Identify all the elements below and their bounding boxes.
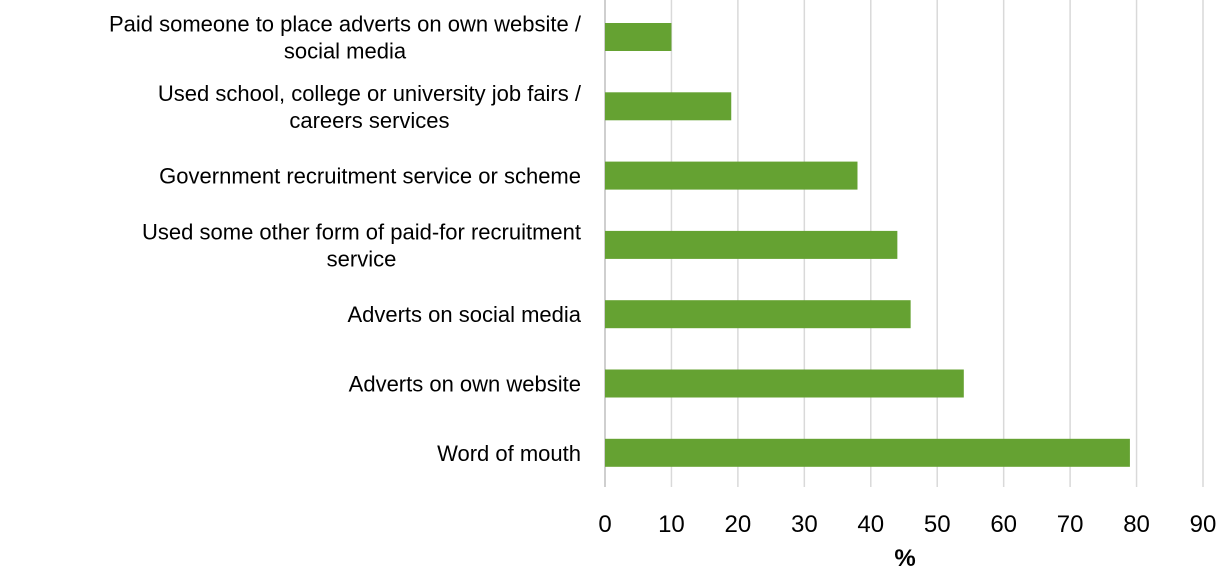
bar — [605, 161, 858, 190]
bar — [605, 369, 964, 398]
category-label-line: service — [327, 246, 397, 271]
category-label: Used school, college or university job f… — [158, 81, 582, 133]
x-tick-label: 0 — [598, 511, 611, 538]
x-tick-labels: 0 10 20 30 40 50 60 70 80 90 — [598, 511, 1216, 538]
x-tick-label: 50 — [924, 511, 951, 538]
category-label-line: Used some other form of paid-for recruit… — [142, 219, 581, 244]
bar — [605, 92, 732, 121]
category-label-line: Used school, college or university job f… — [158, 81, 582, 106]
x-tick-label: 10 — [658, 511, 685, 538]
category-label: Adverts on own website — [349, 372, 581, 397]
category-label: Government recruitment service or scheme — [159, 164, 581, 189]
category-labels: Paid someone to place adverts on own web… — [109, 12, 582, 466]
x-tick-label: 30 — [791, 511, 818, 538]
x-tick-label: 90 — [1190, 511, 1217, 538]
x-tick-label: 40 — [857, 511, 884, 538]
bar — [605, 438, 1130, 467]
category-label-line: social media — [284, 39, 407, 64]
category-label: Used some other form of paid-for recruit… — [142, 219, 581, 271]
category-label-line: careers services — [289, 108, 449, 133]
category-label: Adverts on social media — [347, 302, 581, 327]
x-tick-label: 70 — [1057, 511, 1084, 538]
x-tick-label: 80 — [1123, 511, 1150, 538]
x-tick-label: 60 — [990, 511, 1017, 538]
bar — [605, 230, 898, 259]
x-tick-label: 20 — [725, 511, 752, 538]
category-label: Paid someone to place adverts on own web… — [109, 12, 582, 64]
bar — [605, 300, 911, 329]
bar — [605, 23, 672, 51]
bars — [605, 23, 1130, 467]
x-axis-title: % — [894, 545, 915, 572]
category-label: Word of mouth — [437, 441, 581, 466]
category-label-line: Paid someone to place adverts on own web… — [109, 12, 582, 37]
